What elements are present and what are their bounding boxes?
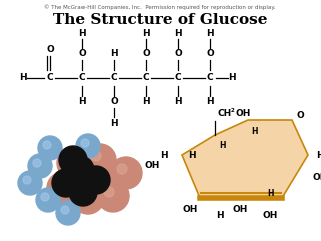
Circle shape [72,182,104,214]
Text: H: H [174,28,182,38]
Text: O: O [174,49,182,59]
Text: H: H [142,98,150,107]
Text: C: C [111,74,117,82]
Circle shape [33,159,41,167]
Text: H: H [206,98,214,107]
Circle shape [69,178,97,206]
Circle shape [64,154,74,164]
Circle shape [84,144,116,176]
Text: C: C [79,74,85,82]
Text: O: O [142,49,150,59]
Text: 2: 2 [231,108,235,114]
Text: H: H [160,150,168,160]
Text: The Structure of Glucose: The Structure of Glucose [53,13,267,27]
Circle shape [91,174,101,184]
Circle shape [117,164,127,174]
Text: H: H [78,28,86,38]
Circle shape [84,167,116,199]
Circle shape [110,157,142,189]
Text: O: O [206,49,214,59]
Circle shape [97,180,129,212]
Circle shape [18,171,42,195]
Text: O: O [296,112,304,120]
Text: C: C [207,74,213,82]
Circle shape [41,193,49,201]
Text: H: H [267,188,273,198]
Circle shape [52,169,80,197]
Circle shape [36,188,60,212]
Circle shape [82,166,110,194]
Text: CH: CH [217,108,231,118]
Circle shape [104,187,114,197]
Text: H: H [188,150,196,160]
Text: H: H [142,28,150,38]
Text: OH: OH [182,206,198,214]
Text: H: H [206,28,214,38]
Text: OH: OH [235,108,250,118]
Circle shape [59,146,87,174]
Text: OH: OH [144,161,160,169]
Text: C: C [47,74,53,82]
Text: H: H [78,98,86,107]
Text: O: O [110,98,118,107]
Circle shape [66,156,94,184]
Circle shape [56,201,80,225]
Circle shape [91,151,101,161]
Polygon shape [182,120,308,198]
Text: H: H [216,212,224,221]
Text: C: C [143,74,149,82]
Circle shape [79,189,89,199]
Text: H: H [110,49,118,59]
Circle shape [38,136,62,160]
Text: OH: OH [312,173,321,181]
Text: H: H [316,150,321,160]
Text: © The McGraw-Hill Companies, Inc.  Permission required for reproduction or displ: © The McGraw-Hill Companies, Inc. Permis… [44,4,276,10]
Circle shape [76,134,100,158]
Text: H: H [19,74,27,82]
Circle shape [43,141,51,149]
Circle shape [61,206,69,214]
Text: H: H [252,127,258,136]
Circle shape [47,172,79,204]
Text: C: C [175,74,181,82]
Circle shape [81,139,89,147]
Circle shape [23,176,31,184]
Text: H: H [174,98,182,107]
Text: H: H [219,141,225,149]
Text: O: O [46,46,54,54]
Text: H: H [110,119,118,127]
Text: OH: OH [232,206,248,214]
Circle shape [57,147,89,179]
Circle shape [54,179,64,189]
Circle shape [28,154,52,178]
Text: OH: OH [262,212,278,221]
Text: O: O [78,49,86,59]
Text: H: H [228,74,236,82]
